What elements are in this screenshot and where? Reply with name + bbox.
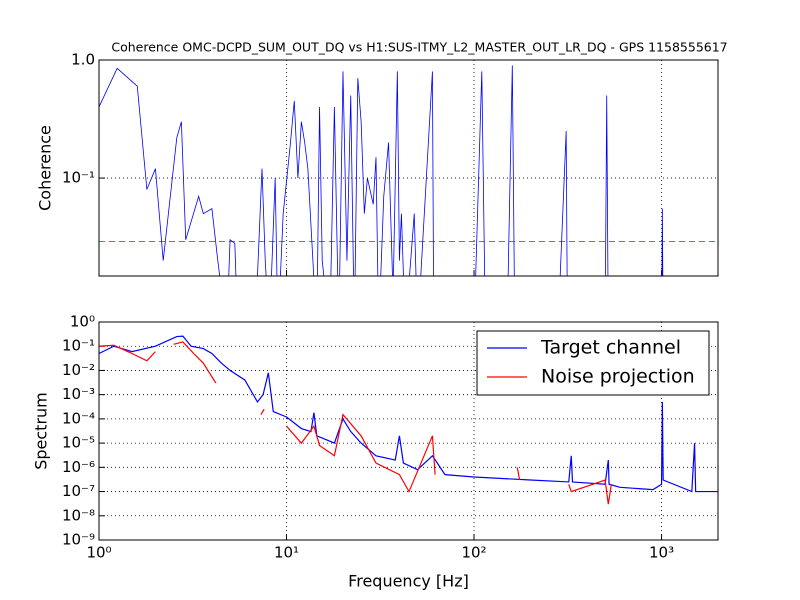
y-tick-label: 10⁰ [70,313,95,331]
y-tick-label: 10⁻⁷ [62,482,95,500]
plot-area [99,335,718,505]
y-tick-label: 1.0 [71,51,95,69]
y-tick-label: 10⁻⁸ [62,506,95,524]
x-axis-label: Frequency [Hz] [348,572,469,591]
data-line [99,335,718,493]
chart-title: Coherence OMC-DCPD_SUM_OUT_DQ vs H1:SUS-… [111,40,727,55]
y-tick-label: 10⁻² [62,361,95,379]
y-tick-label: 10⁻¹ [62,169,95,187]
legend-label: Noise projection [541,366,695,388]
y-tick-label: 10⁻⁹ [62,531,95,549]
y-tick-label: 10⁻⁶ [62,458,95,476]
x-tick-label: 10² [461,544,486,562]
legend-box [476,330,710,396]
x-tick-label: 10³ [649,544,674,562]
x-tick-label: 10⁰ [86,544,111,562]
axes-frame [98,321,719,541]
legend-label: Target channel [540,337,681,359]
y-tick-label: 10⁻⁴ [62,409,95,427]
y-tick-label: 10⁻³ [62,385,95,403]
data-line [99,65,664,276]
plot-area [99,65,664,276]
axes-frame [98,59,719,277]
y-tick-label: 10⁻¹ [62,337,95,355]
x-tick-label: 10¹ [274,544,299,562]
y-axis-label: Coherence [36,125,55,211]
y-tick-label: 10⁻⁵ [62,434,95,452]
data-line [99,341,612,505]
y-axis-label: Spectrum [32,392,51,470]
